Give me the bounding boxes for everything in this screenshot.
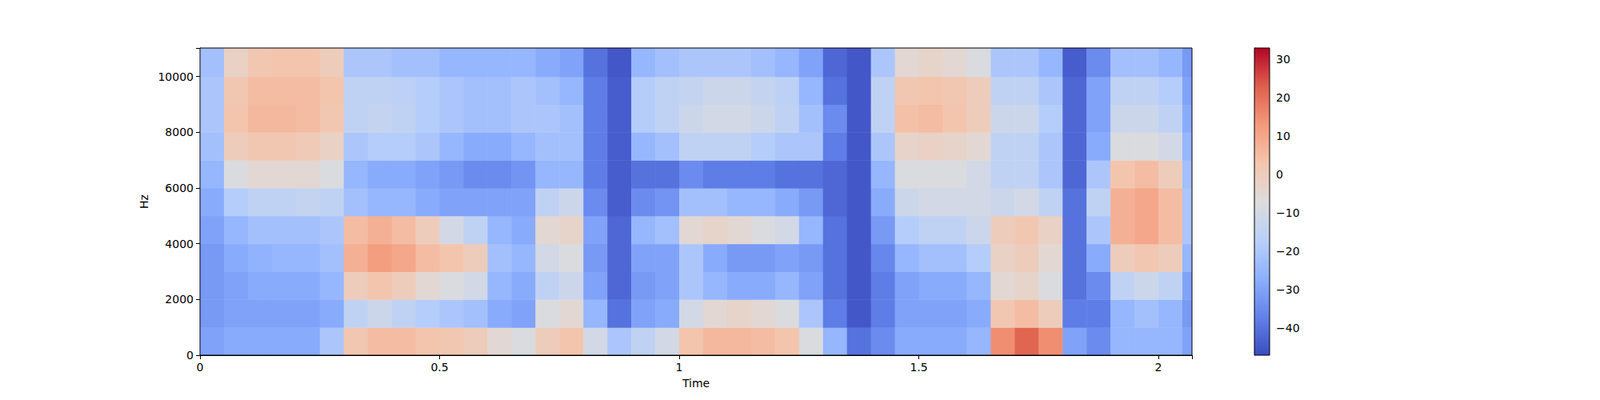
svg-text:−30: −30 (1276, 283, 1300, 296)
svg-text:0: 0 (1276, 168, 1284, 181)
svg-text:−20: −20 (1276, 244, 1300, 258)
svg-text:8000: 8000 (164, 125, 194, 139)
svg-text:Time: Time (681, 376, 710, 390)
svg-text:0: 0 (186, 348, 194, 362)
svg-text:20: 20 (1276, 91, 1291, 104)
svg-text:1.5: 1.5 (909, 360, 928, 374)
svg-text:2000: 2000 (164, 292, 194, 306)
svg-text:10: 10 (1276, 129, 1291, 143)
svg-text:0: 0 (196, 360, 204, 374)
svg-text:1: 1 (676, 360, 684, 374)
svg-text:30: 30 (1276, 52, 1291, 66)
svg-text:Hz: Hz (137, 194, 151, 209)
svg-text:−10: −10 (1276, 206, 1300, 220)
svg-text:4000: 4000 (164, 237, 194, 251)
svg-text:2: 2 (1155, 360, 1163, 374)
svg-text:6000: 6000 (164, 181, 194, 195)
svg-text:10000: 10000 (157, 70, 194, 84)
svg-text:0.5: 0.5 (430, 360, 448, 374)
svg-text:−40: −40 (1276, 321, 1300, 335)
